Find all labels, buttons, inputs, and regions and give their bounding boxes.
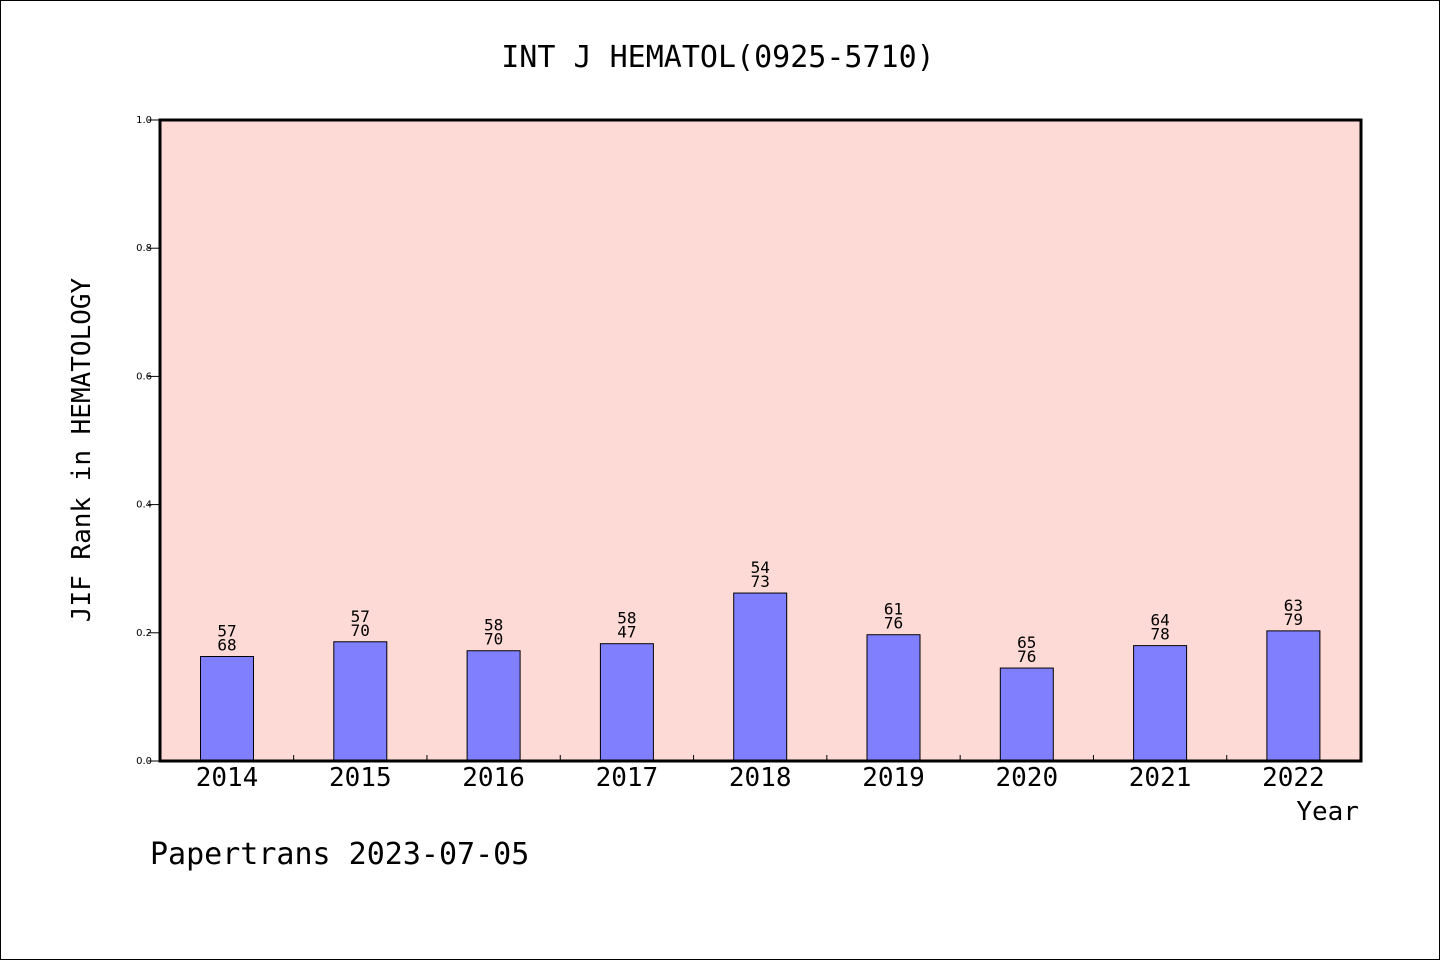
y-axis-ticks: 0.0 0.2 0.4 0.6 0.8 1.0 (136, 115, 160, 767)
total-label: 68 (217, 636, 236, 655)
x-axis-ticks: 2014 2015 2016 2017 2018 2019 2020 2021 2022 (196, 755, 1325, 793)
rank-label: 65 (1017, 633, 1036, 652)
rank-label: 57 (351, 607, 370, 626)
x-tick-label: 2018 (729, 763, 792, 793)
total-label: 70 (484, 630, 503, 649)
plot-border (158, 118, 1363, 763)
bar-2014 (200, 656, 254, 762)
x-axis-label: Year (1296, 797, 1359, 827)
total-label: 76 (884, 614, 903, 633)
bar-2022 (1266, 630, 1321, 762)
rank-label: 54 (751, 558, 770, 577)
rank-label: 64 (1150, 611, 1169, 630)
bar-2015 (333, 641, 388, 762)
total-label: 73 (751, 572, 770, 591)
x-tick-label: 2021 (1129, 763, 1192, 793)
bar-2016 (466, 650, 521, 762)
x-tick-label: 2014 (196, 763, 259, 793)
rank-label: 58 (617, 609, 636, 628)
bar-2021 (1133, 645, 1188, 762)
y-tick-label: 0.8 (136, 243, 152, 254)
total-label: 47 (617, 623, 636, 642)
y-axis-label: JIF Rank in HEMATOLOGY (67, 277, 97, 622)
x-tick-label: 2022 (1262, 763, 1325, 793)
bar-2020 (999, 667, 1054, 762)
x-tick-label: 2017 (596, 763, 659, 793)
rank-label: 61 (884, 600, 903, 619)
y-tick-label: 0.6 (136, 371, 152, 382)
x-tick-label: 2019 (862, 763, 925, 793)
y-tick-label: 0.2 (136, 628, 152, 639)
bar-2017 (599, 643, 654, 762)
bar-2019 (866, 634, 921, 762)
total-label: 78 (1150, 625, 1169, 644)
rank-label: 63 (1284, 596, 1303, 615)
total-label: 76 (1017, 647, 1036, 666)
bar-2018 (733, 592, 788, 762)
x-tick-label: 2016 (462, 763, 525, 793)
footer-text: Papertrans 2023-07-05 (150, 837, 529, 872)
x-tick-label: 2015 (329, 763, 392, 793)
y-tick-label: 0.4 (136, 500, 152, 511)
bars (200, 592, 1321, 762)
rank-label: 57 (217, 622, 236, 641)
total-label: 79 (1284, 610, 1303, 629)
rank-label: 58 (484, 616, 503, 635)
x-tick-label: 2020 (995, 763, 1058, 793)
y-tick-label: 0.0 (136, 756, 152, 767)
y-tick-label: 1.0 (136, 115, 152, 126)
chart-title: INT J HEMATOL(0925-5710) (501, 40, 934, 75)
total-label: 70 (351, 621, 370, 640)
